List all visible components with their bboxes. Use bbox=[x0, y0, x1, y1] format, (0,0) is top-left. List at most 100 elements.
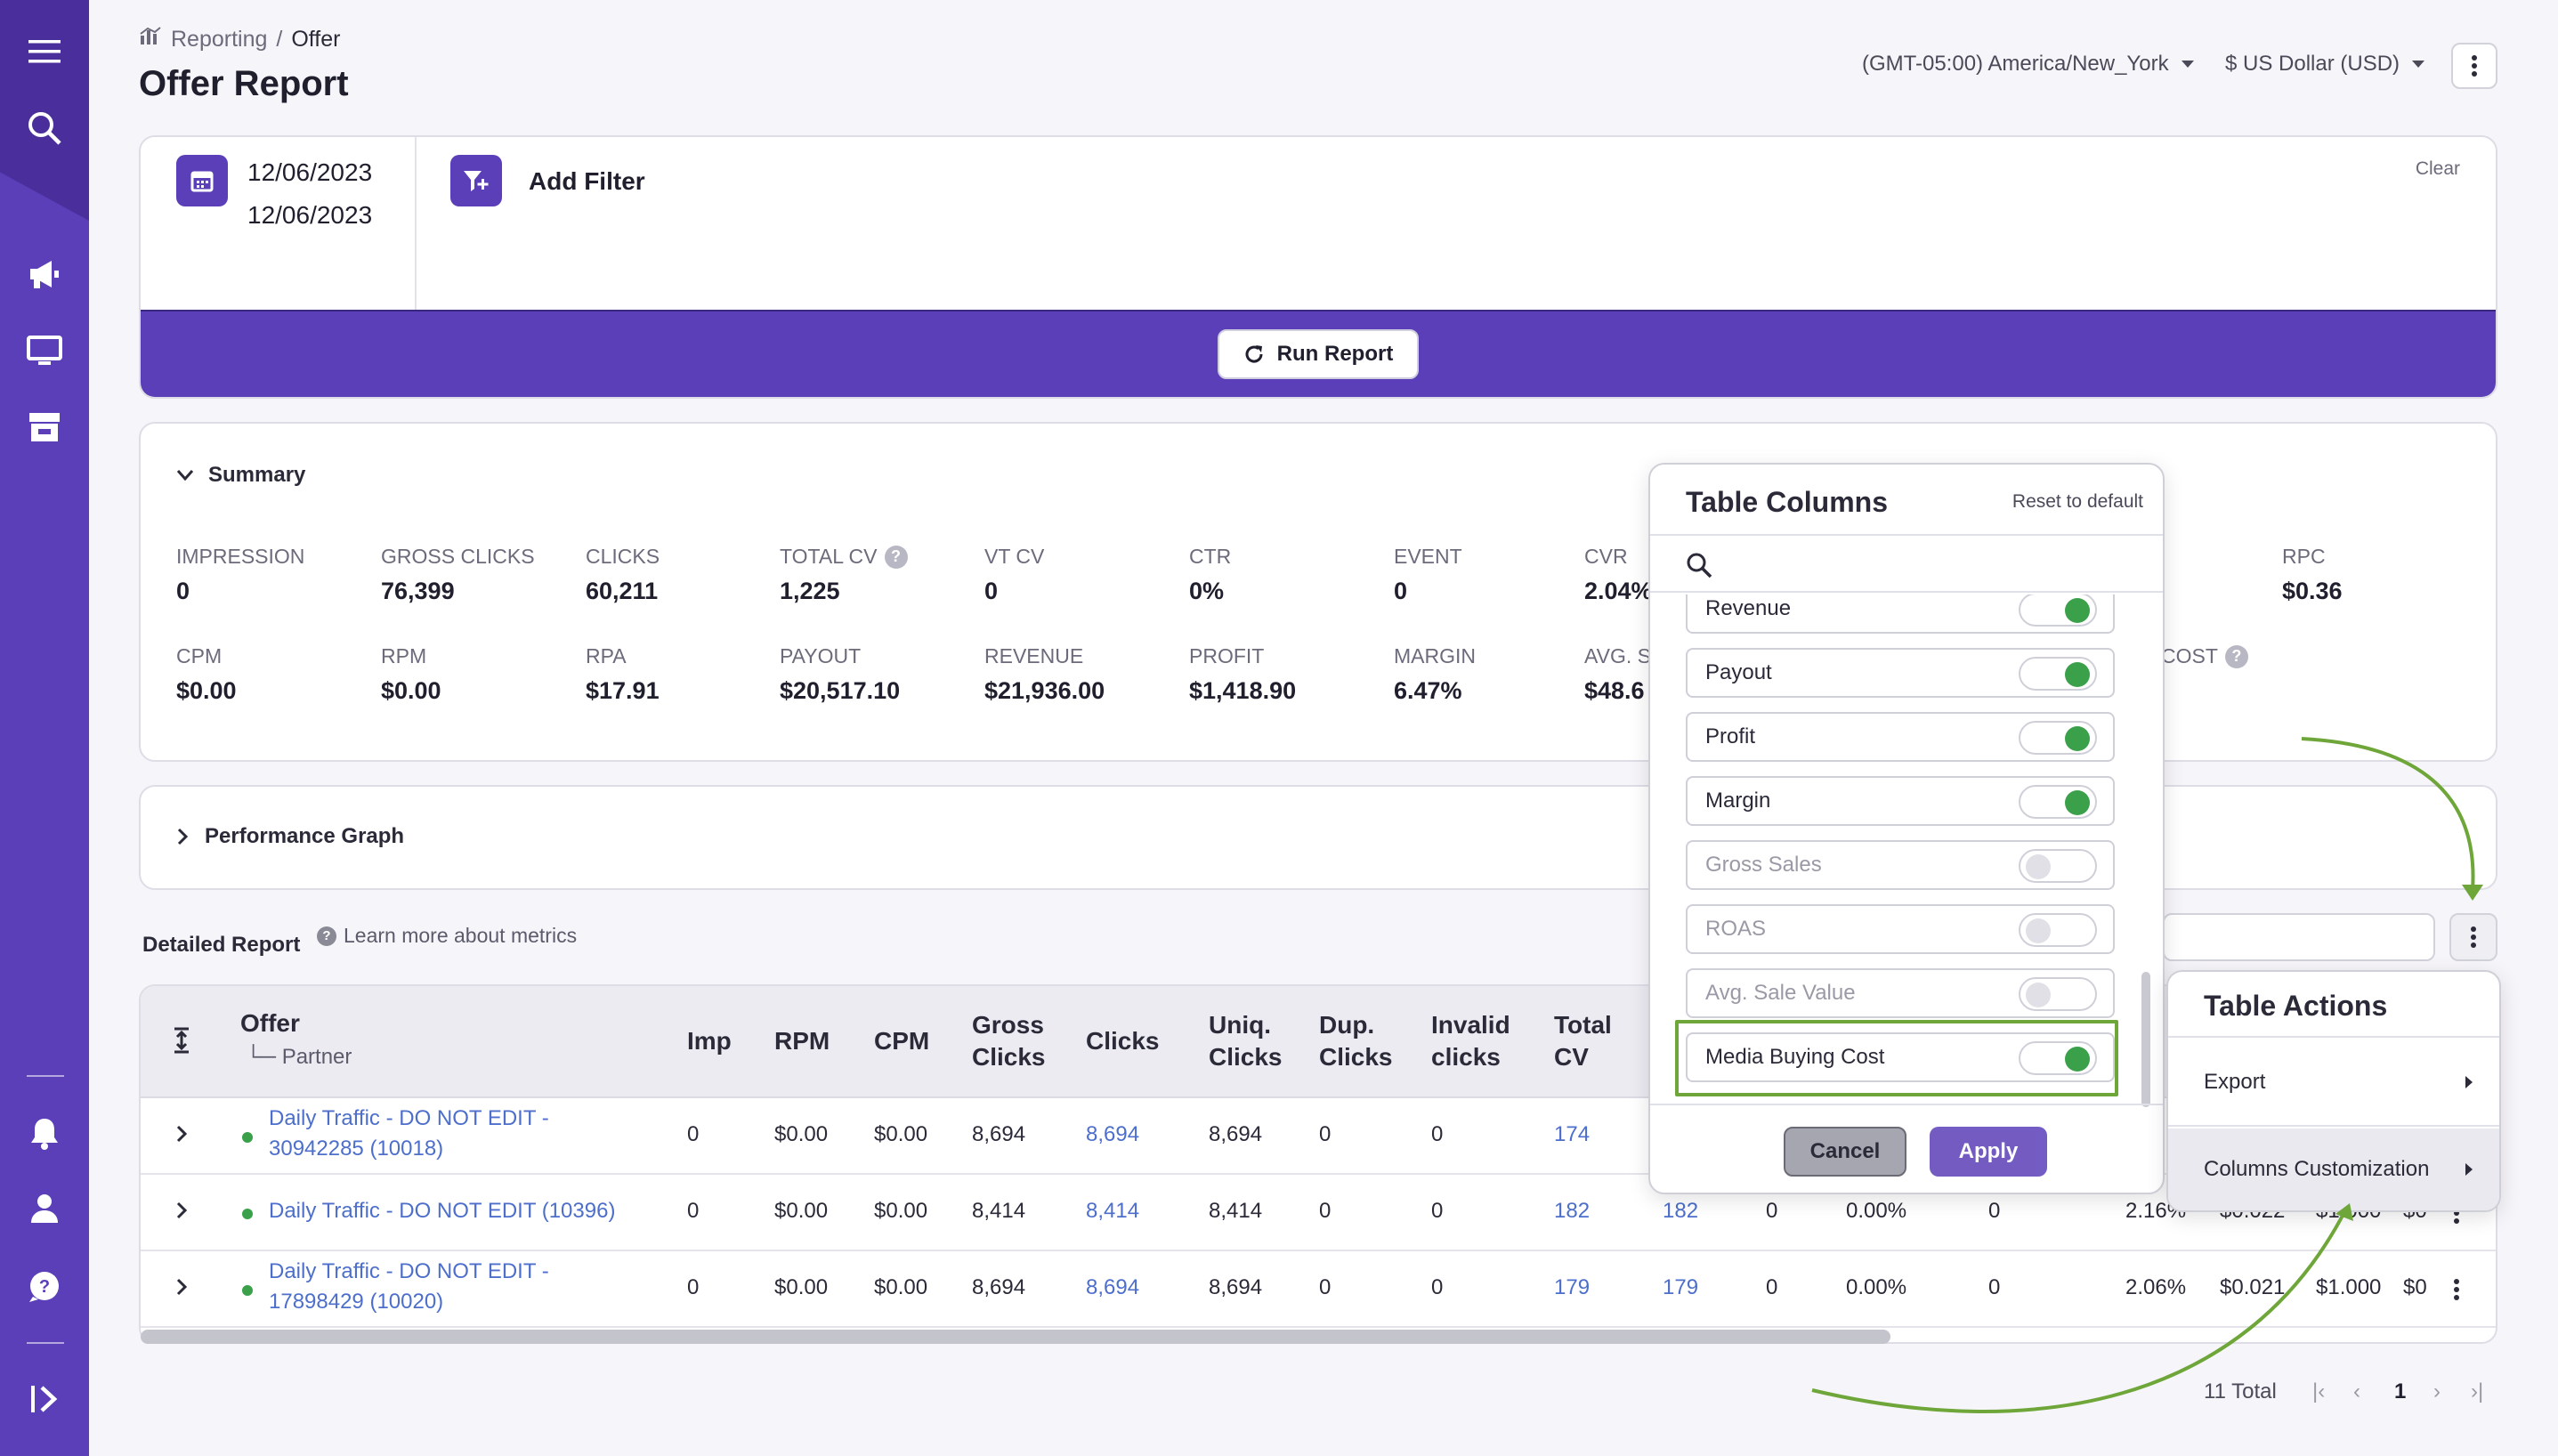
breadcrumb-separator: / bbox=[276, 27, 283, 52]
offer-link[interactable]: Daily Traffic - DO NOT EDIT -30942285 (1… bbox=[269, 1106, 549, 1161]
cell-cv[interactable]: 179 bbox=[1663, 1275, 1699, 1299]
column-toggle-media-buying-cost[interactable]: Media Buying Cost bbox=[1686, 1032, 2115, 1082]
date-end: 12/06/2023 bbox=[247, 201, 373, 229]
svg-text:?: ? bbox=[39, 1277, 50, 1297]
toggle-switch[interactable] bbox=[2019, 913, 2097, 947]
currency-select[interactable]: $ US Dollar (USD) bbox=[2225, 52, 2425, 77]
expand-row-icon[interactable] bbox=[176, 1198, 188, 1225]
toggle-switch[interactable] bbox=[2019, 595, 2097, 627]
current-page[interactable]: 1 bbox=[2394, 1379, 2407, 1403]
prev-page-icon[interactable]: ‹ bbox=[2353, 1379, 2360, 1403]
toggle-switch[interactable] bbox=[2019, 721, 2097, 755]
table-actions-button[interactable] bbox=[2449, 913, 2497, 961]
chevron-down-icon bbox=[2181, 61, 2194, 68]
metric-ctr: CTR 0% bbox=[1189, 545, 1232, 604]
expand-all-icon[interactable] bbox=[173, 1027, 190, 1058]
breadcrumb-parent[interactable]: Reporting bbox=[171, 27, 268, 52]
metric-impression: IMPRESSION 0 bbox=[176, 545, 305, 604]
cell-clicks[interactable]: 8,694 bbox=[1086, 1275, 1140, 1299]
cell-total-cv[interactable]: 179 bbox=[1554, 1275, 1591, 1299]
column-search-input[interactable] bbox=[1650, 534, 2163, 593]
column-rpm[interactable]: RPM bbox=[774, 1027, 830, 1055]
more-vertical-icon bbox=[2471, 926, 2476, 948]
table-row[interactable]: Daily Traffic - DO NOT EDIT -17898429 (1… bbox=[141, 1251, 2496, 1328]
megaphone-icon[interactable] bbox=[20, 249, 69, 299]
bell-icon[interactable] bbox=[20, 1109, 69, 1159]
toggle-switch[interactable] bbox=[2019, 657, 2097, 691]
cell-cv[interactable]: 182 bbox=[1663, 1199, 1699, 1223]
column-dup-clicks[interactable]: Dup. Clicks bbox=[1319, 1011, 1393, 1071]
apply-button[interactable]: Apply bbox=[1930, 1127, 2047, 1177]
status-dot bbox=[242, 1132, 253, 1143]
cell-clicks[interactable]: 8,694 bbox=[1086, 1122, 1140, 1146]
columns-customization-menu-item[interactable]: Columns Customization bbox=[2168, 1128, 2499, 1210]
column-toggle-gross-sales[interactable]: Gross Sales bbox=[1686, 840, 2115, 890]
menu-icon[interactable] bbox=[20, 27, 69, 77]
chevron-right-icon bbox=[2465, 1163, 2473, 1176]
cell-clicks[interactable]: 8,414 bbox=[1086, 1199, 1140, 1223]
help-icon[interactable]: ? bbox=[884, 545, 908, 569]
column-uniq-clicks[interactable]: Uniq. Clicks bbox=[1209, 1011, 1283, 1071]
cell-metric: 0 bbox=[1988, 1275, 2001, 1299]
column-toggle-revenue[interactable]: Revenue bbox=[1686, 595, 2115, 634]
column-offer[interactable]: Offer bbox=[240, 1009, 300, 1037]
horizontal-scrollbar[interactable] bbox=[141, 1330, 1890, 1344]
add-filter-button[interactable]: Add Filter bbox=[529, 167, 645, 195]
column-imp[interactable]: Imp bbox=[687, 1027, 732, 1055]
cell-imp: 0 bbox=[687, 1122, 700, 1146]
reset-to-default-button[interactable]: Reset to default bbox=[2012, 491, 2143, 512]
column-total-cv[interactable]: Total CV bbox=[1554, 1011, 1612, 1071]
offer-link[interactable]: Daily Traffic - DO NOT EDIT -17898429 (1… bbox=[269, 1259, 549, 1314]
toggle-switch[interactable] bbox=[2019, 1041, 2097, 1075]
toggle-switch[interactable] bbox=[2019, 977, 2097, 1011]
help-icon[interactable]: ? bbox=[2224, 644, 2248, 668]
cell-total-cv[interactable]: 182 bbox=[1554, 1199, 1591, 1223]
search-icon[interactable] bbox=[20, 103, 69, 153]
store-icon[interactable] bbox=[20, 402, 69, 452]
expand-row-icon[interactable] bbox=[176, 1274, 188, 1302]
expand-sidebar-icon[interactable] bbox=[20, 1374, 69, 1424]
column-gross-clicks[interactable]: Gross Clicks bbox=[972, 1011, 1046, 1071]
column-toggle-margin[interactable]: Margin bbox=[1686, 776, 2115, 826]
column-cpm[interactable]: CPM bbox=[874, 1027, 930, 1055]
metric-total-cv: TOTAL CV? 1,225 bbox=[780, 545, 908, 605]
cell-invalid-clicks: 0 bbox=[1431, 1122, 1444, 1146]
offer-link[interactable]: Daily Traffic - DO NOT EDIT (10396) bbox=[269, 1199, 616, 1223]
row-more-icon[interactable] bbox=[2453, 1278, 2460, 1306]
help-icon: ? bbox=[317, 926, 336, 946]
next-page-icon[interactable]: › bbox=[2433, 1379, 2441, 1403]
more-vertical-icon bbox=[2472, 55, 2477, 77]
clear-button[interactable]: Clear bbox=[2415, 158, 2460, 179]
run-report-button[interactable]: Run Report bbox=[1218, 329, 1419, 379]
last-page-icon[interactable]: ›| bbox=[2471, 1379, 2484, 1403]
first-page-icon[interactable]: |‹ bbox=[2312, 1379, 2326, 1403]
column-toggle-profit[interactable]: Profit bbox=[1686, 712, 2115, 762]
monitor-icon[interactable] bbox=[20, 326, 69, 376]
highlight-box bbox=[1675, 1020, 2118, 1096]
help-icon[interactable]: ? bbox=[20, 1262, 69, 1312]
timezone-select[interactable]: (GMT-05:00) America/New_York bbox=[1862, 52, 2194, 77]
table-search-input[interactable] bbox=[2163, 913, 2435, 961]
expand-row-icon[interactable] bbox=[176, 1121, 188, 1149]
column-toggle-payout[interactable]: Payout bbox=[1686, 648, 2115, 698]
column-toggle-roas[interactable]: ROAS bbox=[1686, 904, 2115, 954]
add-filter-icon[interactable] bbox=[450, 155, 502, 206]
column-invalid-clicks[interactable]: Invalid clicks bbox=[1431, 1011, 1510, 1071]
column-list-scrollbar[interactable] bbox=[2141, 972, 2150, 1107]
user-icon[interactable] bbox=[20, 1184, 69, 1234]
summary-toggle[interactable]: Summary bbox=[176, 463, 305, 488]
column-toggle-avg-sale-value[interactable]: Avg. Sale Value bbox=[1686, 968, 2115, 1018]
performance-graph-toggle[interactable]: Performance Graph bbox=[176, 824, 404, 849]
toggle-switch[interactable] bbox=[2019, 849, 2097, 883]
cell-metric: 0 bbox=[1766, 1275, 1778, 1299]
cell-total-cv[interactable]: 174 bbox=[1554, 1122, 1591, 1146]
learn-more-link[interactable]: ? Learn more about metrics bbox=[317, 924, 577, 948]
run-report-label: Run Report bbox=[1276, 342, 1394, 366]
column-clicks[interactable]: Clicks bbox=[1086, 1027, 1160, 1055]
date-range-picker[interactable]: 12/06/2023 12/06/2023 bbox=[141, 137, 417, 311]
export-menu-item[interactable]: Export bbox=[2168, 1041, 2499, 1123]
page-more-button[interactable] bbox=[2451, 43, 2497, 89]
toggle-switch[interactable] bbox=[2019, 785, 2097, 819]
cancel-button[interactable]: Cancel bbox=[1784, 1127, 1906, 1177]
table-row[interactable]: Daily Traffic - DO NOT EDIT -30942285 (1… bbox=[141, 1098, 2496, 1175]
